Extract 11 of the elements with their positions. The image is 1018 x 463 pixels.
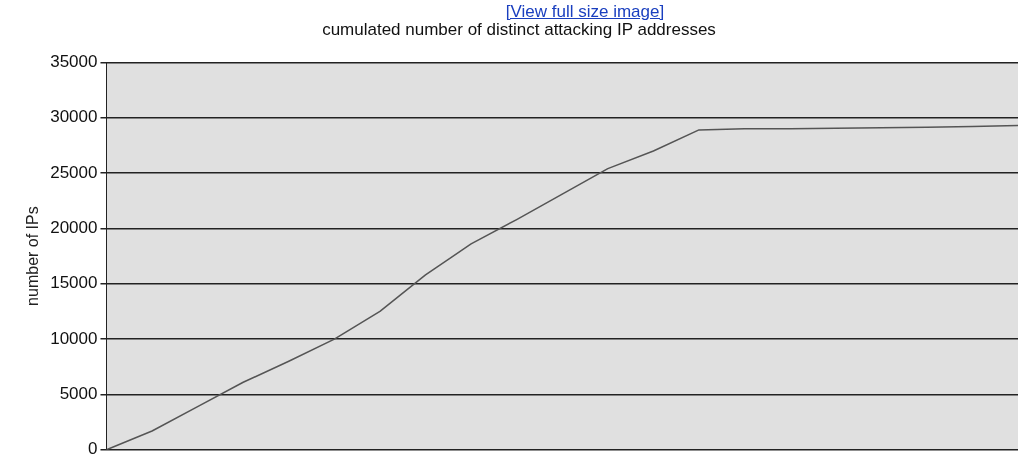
y-tick-label: 20000: [50, 218, 98, 238]
chart-title: cumulated number of distinct attacking IP addresses: [322, 19, 716, 39]
y-tick-label: 35000: [50, 52, 98, 72]
y-axis-title: number of IPs: [24, 206, 42, 306]
y-tick-label: 5000: [59, 384, 98, 404]
y-tick-label: 15000: [50, 273, 98, 293]
y-tick-label: 30000: [50, 107, 98, 127]
y-tick-label: 10000: [50, 328, 98, 348]
text: [View full size image]: [505, 2, 665, 21]
y-tick-label: 0: [88, 439, 98, 459]
y-tick-label: 25000: [50, 162, 98, 182]
